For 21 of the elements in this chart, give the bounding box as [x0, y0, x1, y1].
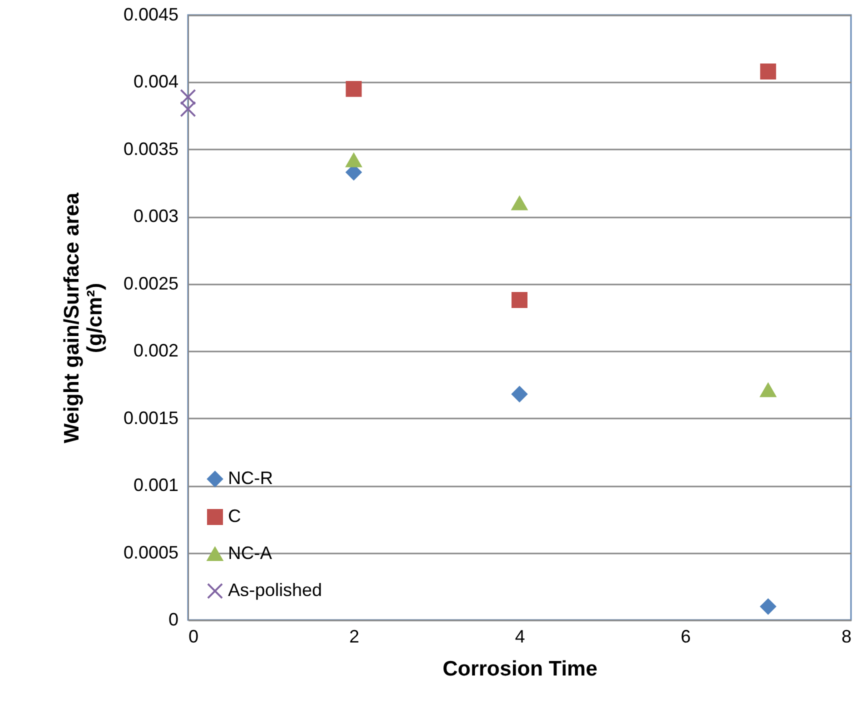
legend-label: As-polished [228, 580, 322, 600]
y-tick-label: 0.0045 [123, 4, 178, 24]
y-tick-label: 0.0035 [123, 138, 178, 159]
y-tick-label: 0.001 [133, 475, 178, 496]
y-axis-title: Weight gain/Surface area (g/cm²) [60, 192, 106, 444]
x-axis-title: Corrosion Time [442, 658, 598, 680]
y-tick-label: 0.003 [133, 206, 178, 226]
legend-label: NC-R [228, 468, 273, 488]
y-tick-label: 0.002 [133, 340, 178, 361]
x-tick-label: 0 [188, 626, 199, 646]
y-tick-label: 0.0005 [123, 542, 178, 562]
legend-label: NC-A [228, 543, 272, 563]
y-tick-label: 0 [168, 610, 178, 630]
y-tick-label: 0.004 [133, 72, 178, 92]
legend-label: C [228, 506, 241, 526]
x-tick-label: 6 [680, 626, 691, 646]
y-tick-label: 0.0025 [123, 273, 178, 294]
x-tick-label: 2 [349, 626, 360, 646]
x-tick-label: 4 [514, 626, 526, 646]
y-tick-label: 0.0015 [123, 408, 178, 428]
x-tick-label: 8 [841, 626, 852, 646]
